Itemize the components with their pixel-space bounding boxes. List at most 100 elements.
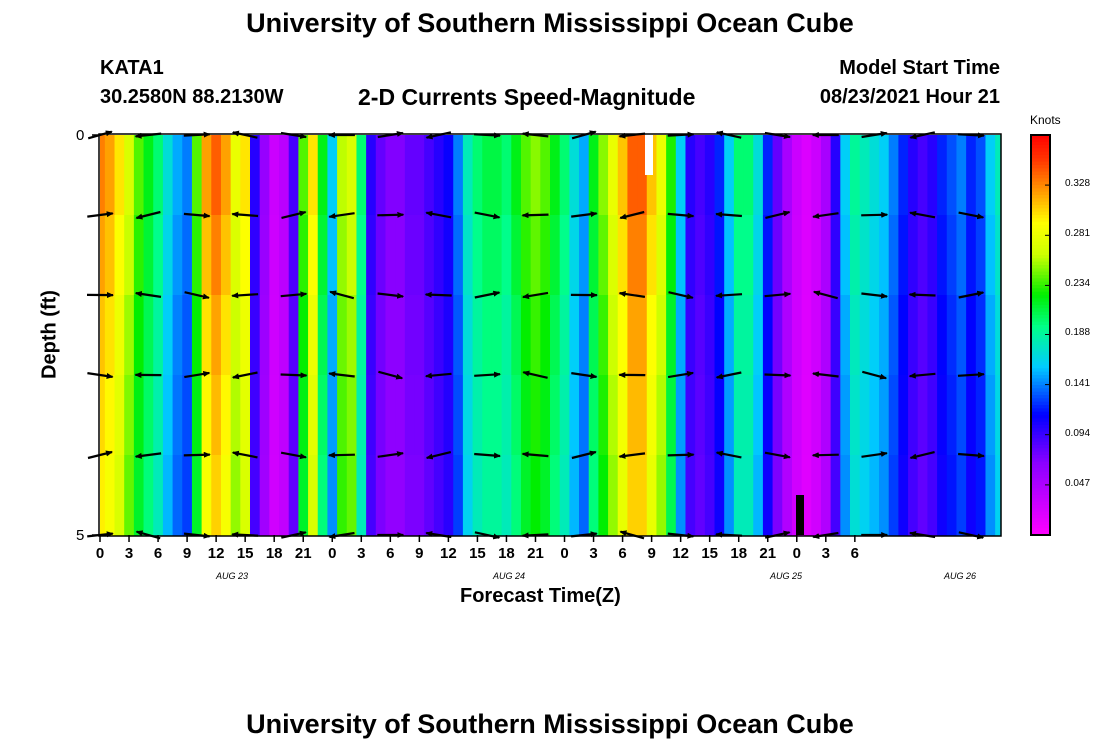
heatmap-cell — [840, 455, 851, 536]
x-tick-label: 0 — [328, 545, 337, 562]
colorbar-segment — [1031, 391, 1050, 396]
heatmap-cell — [414, 455, 425, 536]
heatmap-cell — [424, 375, 435, 456]
heatmap-cell — [762, 215, 774, 296]
current-arrow — [619, 530, 645, 540]
current-arrow — [474, 531, 501, 540]
x-tick-label: 12 — [207, 545, 225, 562]
heatmap-cell — [617, 215, 629, 296]
heatmap-cell — [869, 375, 880, 456]
y-axis-label: Depth (ft) — [38, 290, 61, 379]
heatmap-cell — [482, 215, 493, 296]
colorbar-segment — [1031, 185, 1050, 189]
heatmap-cell — [520, 215, 532, 296]
x-tick-label: 18 — [730, 545, 748, 562]
heatmap-cell — [879, 295, 890, 376]
heatmap-cell — [269, 135, 280, 216]
heatmap-cell — [259, 215, 270, 296]
heatmap-cell — [743, 375, 754, 456]
heatmap-cell — [579, 455, 590, 536]
heatmap-cell — [395, 295, 406, 376]
heatmap-cell — [830, 375, 841, 456]
colorbar-segment — [1031, 468, 1050, 473]
heatmap-cell — [501, 295, 512, 376]
heatmap-cell — [520, 455, 532, 536]
current-arrow — [521, 212, 549, 219]
heatmap-cell — [569, 375, 580, 456]
current-arrow — [134, 452, 162, 459]
current-arrow — [764, 372, 792, 379]
heatmap-cell — [714, 455, 725, 536]
heatmap-cell — [308, 455, 319, 536]
heatmap-cell — [598, 215, 609, 296]
heatmap-cell — [201, 455, 212, 536]
current-arrow — [281, 210, 307, 219]
x-tick-label: 3 — [589, 545, 598, 562]
heatmap-cell — [879, 375, 890, 456]
heatmap-cell — [269, 375, 280, 456]
colorbar-segment — [1031, 235, 1050, 239]
colorbar-segment — [1031, 368, 1050, 373]
heatmap-cell — [985, 215, 996, 296]
colorbar-segment — [1031, 421, 1050, 426]
heatmap-cell — [240, 375, 251, 456]
heatmap-cell — [811, 215, 822, 296]
heatmap-cell — [927, 455, 938, 536]
heatmap-cell — [511, 215, 522, 296]
heatmap-cell — [491, 455, 503, 536]
colorbar-segment — [1031, 318, 1050, 323]
heatmap-cell — [182, 375, 193, 456]
colorbar-segment — [1031, 381, 1050, 386]
x-tick-label: 0 — [95, 545, 105, 562]
heatmap-cell — [462, 295, 474, 376]
colorbar-segment — [1031, 195, 1050, 199]
heatmap-cell — [201, 135, 212, 216]
heatmap-cell — [695, 135, 706, 216]
heatmap-cells — [100, 135, 1001, 536]
heatmap-cell — [956, 215, 967, 296]
colorbar-segment — [1031, 528, 1050, 533]
heatmap-cell — [366, 375, 377, 456]
colorbar-segment — [1031, 215, 1050, 219]
heatmap-cell — [240, 215, 251, 296]
heatmap-cell — [598, 375, 609, 456]
current-arrow — [135, 530, 161, 540]
heatmap-cell — [143, 295, 154, 376]
heatmap-cell — [482, 455, 493, 536]
colorbar-segment — [1031, 458, 1050, 463]
heatmap-cell — [685, 135, 696, 216]
heatmap-cell — [259, 295, 270, 376]
current-arrow — [425, 131, 452, 140]
heatmap-cell — [288, 455, 299, 536]
heatmap-cell — [124, 375, 135, 456]
heatmap-cell — [830, 135, 841, 216]
heatmap-cell — [317, 375, 329, 456]
colorbar-tick-label: 0.328 — [1065, 178, 1091, 190]
current-arrow — [329, 290, 355, 300]
colorbar — [1030, 134, 1051, 536]
heatmap-cell — [588, 215, 599, 296]
heatmap-cell — [898, 375, 909, 456]
heatmap-cell — [414, 375, 425, 456]
current-arrow — [231, 292, 259, 299]
heatmap-cell — [375, 295, 387, 376]
x-tick-label: 9 — [647, 545, 656, 562]
x-date-label: AUG 24 — [492, 571, 525, 581]
heatmap-cell — [588, 135, 599, 216]
heatmap-cell — [908, 135, 919, 216]
heatmap-cell — [975, 455, 987, 536]
heatmap-cell — [220, 135, 232, 216]
heatmap-cell — [491, 135, 503, 216]
colorbar-segment — [1031, 425, 1050, 429]
heatmap-cell — [317, 295, 329, 376]
colorbar-segment — [1031, 401, 1050, 406]
heatmap-cell — [608, 135, 619, 216]
colorbar-tick-label: 0.188 — [1065, 327, 1091, 339]
heatmap-cell — [191, 135, 203, 216]
colorbar-segment — [1031, 171, 1050, 176]
heatmap-cell — [162, 215, 174, 296]
heatmap-cell — [908, 215, 919, 296]
missing-data-bar-white — [645, 135, 653, 175]
current-arrow — [424, 291, 452, 298]
colorbar-segment — [1031, 291, 1050, 296]
